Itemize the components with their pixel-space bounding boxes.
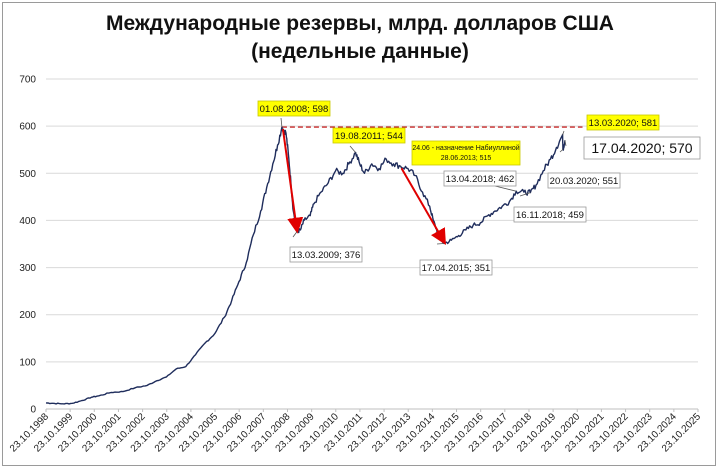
annotation-box-2: [332, 127, 406, 144]
chart-title-line1: Международные резервы, млрд. долларов СШ…: [106, 12, 614, 35]
annotation-label-4: 17.04.2015; 351: [422, 263, 491, 274]
y-tick-label-700: 700: [19, 75, 36, 86]
annotation-label-3-line1: 24.06 - назначение Набиуллиной: [412, 144, 519, 152]
annotation-label-6: 16.11.2018; 459: [516, 210, 584, 221]
chart-title-line2: (недельные данные): [251, 40, 469, 63]
annotation-box-0: [257, 100, 331, 117]
annotation-leader-5: [494, 185, 517, 192]
annotation-leader-8: [562, 130, 565, 136]
annotation-label-5: 13.04.2018; 462: [446, 174, 515, 185]
annotation-box-7: [547, 172, 621, 189]
annotation-box-5: [443, 170, 517, 187]
annotation-leader-2: [349, 145, 356, 153]
annotation-box-6: [513, 206, 587, 223]
annotation-label-9: 17.04.2020; 570: [591, 140, 692, 156]
annotation-label-7: 20.03.2020; 551: [550, 176, 619, 187]
y-tick-label-100: 100: [19, 357, 36, 368]
drop-arrow-1: [400, 167, 446, 245]
y-tick-label-0: 0: [30, 405, 36, 416]
annotation-label-3-line2: 28.06.2013; 515: [441, 155, 492, 162]
annotation-leader-6: [519, 192, 531, 197]
y-tick-label-600: 600: [19, 122, 36, 133]
annotation-leader-9: [564, 140, 567, 147]
annotation-label-1: 13.03.2009; 376: [292, 250, 361, 261]
annotation-leader-0: [280, 117, 283, 128]
chart-title: Международные резервы, млрд. долларов СШ…: [0, 10, 720, 66]
annotation-box-1: [289, 246, 363, 263]
annotation-box-9: [583, 136, 701, 160]
y-tick-label-400: 400: [19, 216, 36, 227]
drop-arrow-0: [281, 128, 304, 234]
annotation-leader-7: [559, 148, 564, 153]
annotation-box-8: [586, 114, 660, 131]
y-tick-label-500: 500: [19, 169, 36, 180]
annotation-label-2: 19.08.2011; 544: [335, 131, 403, 142]
y-tick-label-200: 200: [19, 310, 36, 321]
series-line-0: [45, 126, 566, 405]
annotation-box-3: [411, 140, 521, 166]
annotation-leader-1: [292, 231, 298, 238]
annotation-label-0: 01.08.2008; 598: [260, 104, 329, 115]
annotation-label-8: 13.03.2020; 581: [589, 118, 658, 129]
y-tick-label-300: 300: [19, 263, 36, 274]
annotation-box-4: [419, 259, 493, 276]
